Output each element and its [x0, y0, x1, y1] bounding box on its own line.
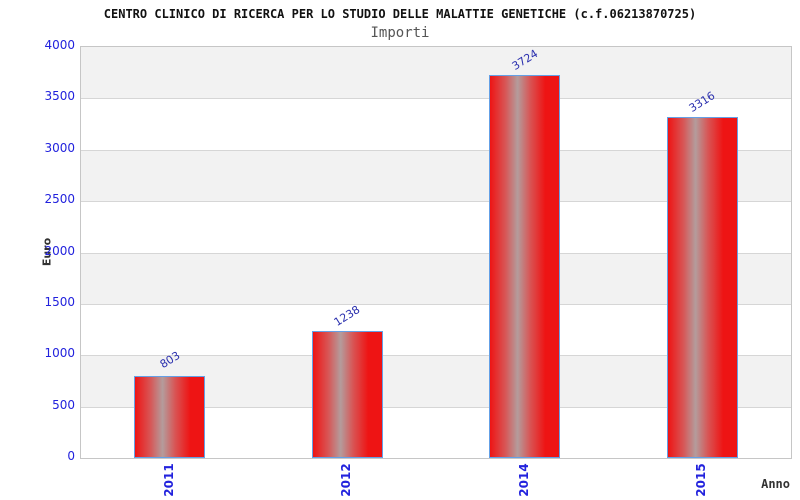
gridline	[81, 98, 791, 100]
y-tick-label: 3000	[44, 140, 75, 155]
chart-subtitle: Importi	[370, 25, 430, 41]
plot-band	[81, 47, 791, 99]
gridline	[81, 149, 791, 151]
bar-2011	[134, 375, 206, 458]
y-tick-label: 2500	[44, 192, 75, 207]
bar-2012	[311, 330, 383, 458]
y-tick-label: 0	[67, 449, 75, 463]
y-tick-label: 4000	[44, 38, 75, 52]
gridline	[81, 406, 791, 408]
x-tick-label-2011: 2011	[161, 463, 176, 497]
bar-2014	[489, 75, 561, 458]
gridline	[81, 355, 791, 357]
y-tick-label: 1000	[44, 346, 75, 361]
gridline	[81, 201, 791, 203]
x-tick-label-2014: 2014	[516, 463, 531, 497]
x-tick-label-2015: 2015	[694, 463, 709, 497]
gridline	[81, 303, 791, 305]
y-tick-label: 500	[52, 397, 75, 412]
bar-2015	[666, 117, 738, 458]
x-axis-title: Anno	[761, 477, 790, 491]
plot-area: 803 1238 3724 3316	[80, 46, 792, 459]
y-tick-label: 2000	[44, 243, 75, 258]
chart-title: CENTRO CLINICO DI RICERCA PER LO STUDIO …	[103, 7, 697, 21]
y-tick-label: 3500	[44, 89, 75, 104]
x-tick-label-2012: 2012	[339, 463, 354, 497]
y-tick-label: 1500	[44, 294, 75, 309]
gridline	[81, 252, 791, 254]
